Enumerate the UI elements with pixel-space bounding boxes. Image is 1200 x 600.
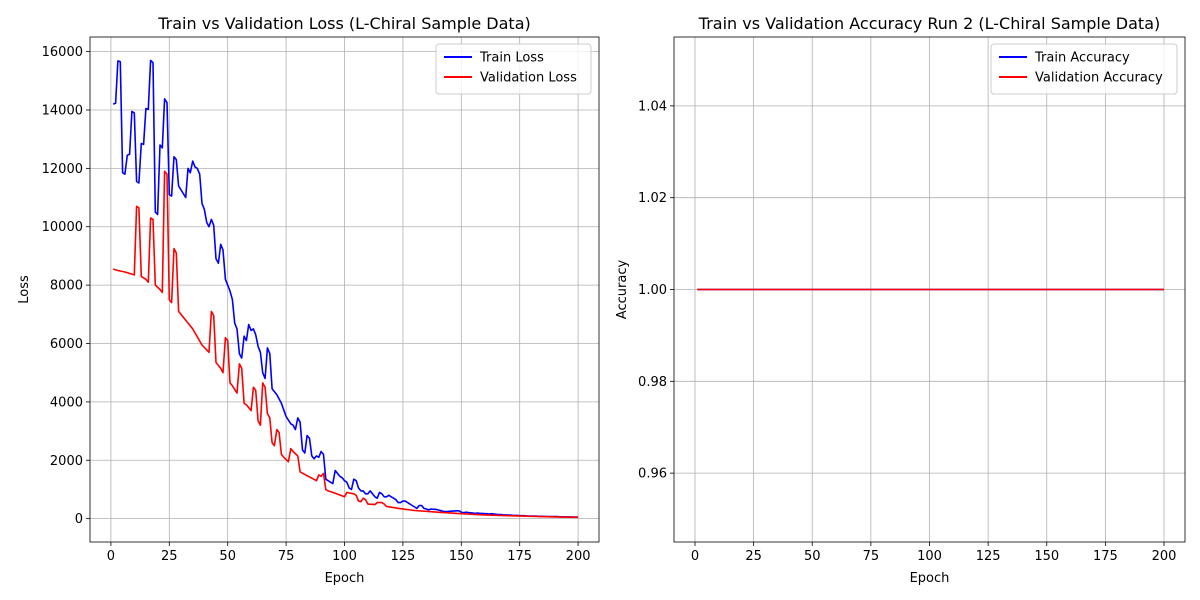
accuracy-legend-train-label: Train Accuracy (1034, 51, 1130, 66)
loss-legend-train-label: Train Loss (479, 51, 544, 66)
accuracy-legend: Train Accuracy Validation Accuracy (990, 43, 1178, 95)
loss-y-axis-label: Loss (17, 275, 32, 304)
accuracy-legend-validation-label: Validation Accuracy (1035, 71, 1163, 86)
accuracy-y-tick-label: 0.98 (638, 375, 667, 390)
accuracy-x-tick-label: 200 (1152, 549, 1177, 564)
loss-x-tick-label: 200 (566, 549, 591, 564)
loss-x-axis-label: Epoch (325, 571, 365, 586)
loss-legend: Train Loss Validation Loss (435, 43, 592, 95)
loss-y-tick-label: 16000 (42, 45, 83, 60)
loss-y-tick-label: 14000 (42, 103, 83, 118)
loss-y-tick-label: 0 (75, 512, 83, 527)
accuracy-plot-frame (673, 36, 1186, 543)
loss-y-tick-label: 10000 (42, 220, 83, 235)
loss-series-validation-line (112, 170, 579, 519)
loss-y-tick-label: 12000 (42, 162, 83, 177)
accuracy-x-tick-label: 150 (1034, 549, 1059, 564)
loss-x-tick-label: 0 (107, 549, 115, 564)
accuracy-x-tick-label: 50 (804, 549, 821, 564)
loss-y-tick-label: 8000 (50, 279, 83, 294)
loss-x-tick-label: 175 (507, 549, 532, 564)
loss-chart-title: Train vs Validation Loss (L-Chiral Sampl… (157, 14, 530, 33)
accuracy-x-tick-label: 0 (691, 549, 699, 564)
loss-legend-frame (435, 43, 592, 95)
loss-y-tick-label: 4000 (50, 395, 83, 410)
loss-x-tick-label: 150 (449, 549, 474, 564)
loss-plot-frame (89, 36, 600, 543)
loss-x-tick-label: 50 (219, 549, 236, 564)
loss-ticks: 0 25 50 75 100 125 150 175 200020004000600080001… (42, 45, 591, 564)
accuracy-y-tick-label: 1.02 (638, 191, 667, 206)
accuracy-y-tick-label: 0.96 (638, 467, 667, 482)
loss-y-tick-label: 6000 (50, 337, 83, 352)
loss-lines (112, 59, 579, 519)
loss-legend-validation-label: Validation Loss (480, 71, 577, 86)
loss-x-tick-label: 25 (161, 549, 178, 564)
accuracy-x-tick-label: 125 (976, 549, 1001, 564)
loss-x-tick-label: 75 (278, 549, 295, 564)
accuracy-chart: 0 25 50 75 100 125 150 175 200 0.96 0.98 1.00 1.02 1.… (615, 14, 1186, 586)
accuracy-x-tick-label: 75 (863, 549, 880, 564)
accuracy-x-axis-label: Epoch (910, 571, 950, 586)
accuracy-ticks: 0 25 50 75 100 125 150 175 200 0.96 0.98 1.00 1.02 1.… (638, 99, 1176, 564)
loss-x-tick-label: 125 (390, 549, 415, 564)
accuracy-x-tick-label: 100 (917, 549, 942, 564)
accuracy-x-tick-label: 175 (1093, 549, 1118, 564)
loss-y-tick-label: 2000 (50, 454, 83, 469)
loss-chart: 0 25 50 75 100 125 150 175 200020004000600080001… (17, 14, 600, 586)
accuracy-chart-title: Train vs Validation Accuracy Run 2 (L-Ch… (698, 14, 1160, 33)
accuracy-x-tick-label: 25 (745, 549, 762, 564)
accuracy-y-axis-label: Accuracy (615, 260, 630, 320)
accuracy-legend-frame (990, 43, 1178, 95)
loss-grid (90, 37, 599, 542)
accuracy-y-tick-label: 1.00 (638, 283, 667, 298)
loss-x-tick-label: 100 (332, 549, 357, 564)
accuracy-y-tick-label: 1.04 (638, 99, 667, 114)
